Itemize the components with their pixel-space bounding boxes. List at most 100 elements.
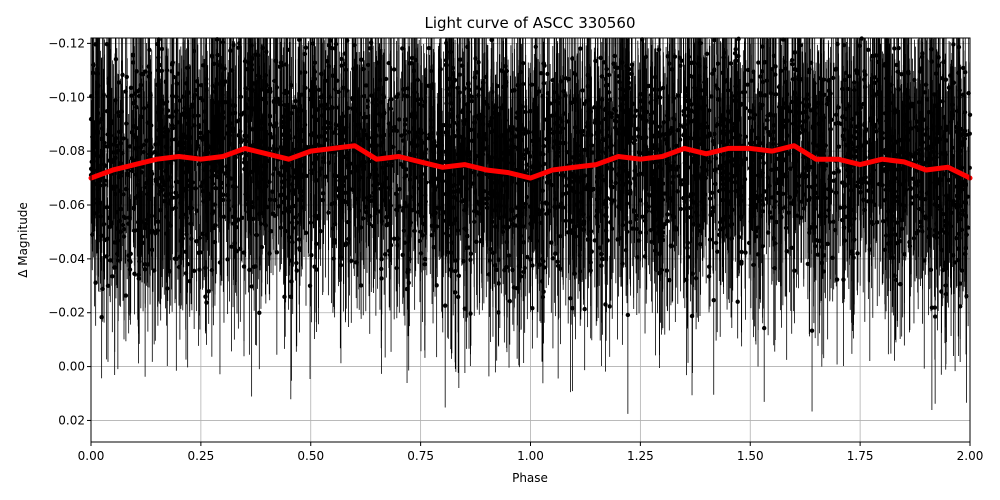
data-point [934, 235, 940, 240]
data-point [607, 304, 612, 309]
data-point [220, 40, 226, 45]
data-point [549, 240, 554, 245]
data-point [715, 61, 721, 66]
data-point [851, 80, 857, 85]
data-point [689, 313, 695, 319]
data-point [528, 154, 533, 159]
data-point [553, 251, 558, 256]
data-point [545, 71, 550, 77]
data-point [165, 286, 170, 291]
data-point [209, 53, 215, 58]
data-point [749, 140, 754, 145]
data-point [685, 240, 690, 245]
data-point [409, 61, 414, 66]
data-point [665, 54, 670, 59]
data-point [897, 281, 903, 287]
data-point [735, 299, 740, 304]
data-point [259, 126, 264, 132]
data-point [761, 325, 767, 331]
data-point [462, 121, 467, 127]
data-point [338, 255, 343, 260]
data-point [545, 90, 551, 96]
data-point [899, 71, 904, 77]
data-point [599, 97, 605, 102]
data-point [531, 131, 537, 136]
data-point [598, 55, 603, 61]
data-point [596, 224, 601, 229]
data-point [89, 159, 94, 165]
data-point [649, 239, 654, 245]
data-point [530, 306, 535, 311]
data-point [511, 285, 517, 290]
data-point [792, 268, 797, 273]
data-point [756, 60, 761, 65]
data-point [761, 160, 766, 166]
data-point [629, 62, 635, 67]
data-point [520, 60, 526, 66]
data-point [786, 210, 791, 215]
data-point [711, 297, 716, 303]
data-point [809, 328, 815, 333]
data-point [347, 164, 352, 170]
data-point [326, 210, 331, 215]
data-point [307, 283, 313, 288]
data-point [257, 310, 262, 316]
data-point [442, 303, 448, 308]
data-point [688, 214, 693, 220]
data-point [462, 86, 468, 91]
scatter-points [88, 36, 973, 414]
data-point [787, 109, 793, 114]
data-point [752, 112, 758, 118]
data-point [521, 240, 526, 245]
data-point [833, 67, 838, 72]
data-point [92, 211, 97, 216]
data-point [815, 100, 821, 106]
data-point [776, 84, 782, 90]
data-point [468, 251, 474, 256]
data-point [529, 214, 534, 220]
data-point [136, 276, 142, 281]
data-point [196, 113, 201, 118]
data-point [707, 196, 713, 201]
data-point [547, 101, 553, 106]
data-point [892, 107, 898, 113]
data-point [866, 47, 871, 53]
data-point [582, 101, 587, 107]
data-point [248, 169, 254, 175]
data-point [251, 264, 257, 270]
data-point [400, 46, 405, 51]
data-point [648, 83, 653, 88]
data-point [678, 206, 684, 212]
data-point [115, 258, 121, 263]
data-point [509, 130, 515, 136]
data-point [555, 259, 560, 264]
data-point [728, 61, 734, 66]
data-point [901, 203, 907, 208]
data-point [108, 258, 113, 263]
data-point [124, 186, 129, 192]
data-point [95, 71, 100, 76]
data-point [412, 228, 417, 234]
data-point [894, 62, 899, 68]
data-point [937, 125, 943, 130]
data-point [558, 233, 563, 239]
data-point [239, 112, 244, 117]
data-point [271, 172, 276, 177]
data-point [204, 183, 209, 189]
data-point [457, 90, 462, 95]
data-point [603, 302, 608, 307]
data-point [963, 245, 969, 251]
data-point [495, 83, 500, 89]
data-point [525, 254, 530, 260]
data-point [278, 225, 283, 230]
data-point [667, 277, 672, 283]
data-point [698, 228, 703, 234]
data-point [409, 55, 415, 61]
chart-title: Light curve of ASCC 330560 [425, 14, 636, 32]
data-point [640, 214, 645, 219]
data-point [291, 104, 296, 110]
data-point [821, 92, 827, 98]
data-point [758, 193, 763, 198]
data-point [962, 199, 968, 205]
